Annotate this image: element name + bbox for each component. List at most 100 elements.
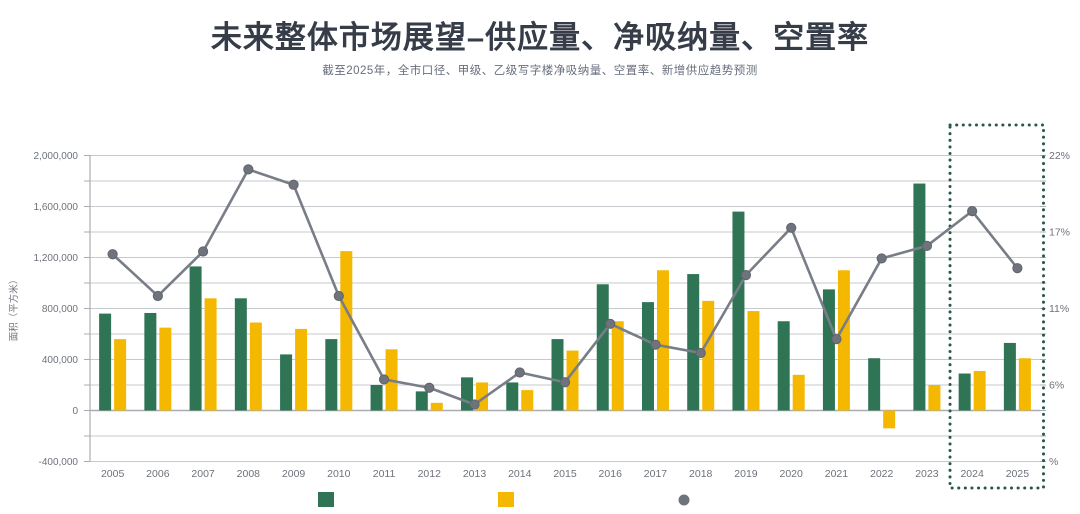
vacancy-marker-2017	[650, 339, 661, 350]
vacancy-marker-2016	[605, 318, 616, 329]
bar-supply-2015	[551, 339, 564, 411]
x-axis-label-2016: 2016	[599, 468, 623, 480]
vacancy-marker-2006	[152, 290, 163, 302]
left-axis-label: 1,200,000	[34, 253, 79, 264]
bar-net-absorption-2009	[295, 328, 308, 411]
bar-supply-2005	[99, 313, 112, 411]
left-axis-label: 0	[72, 406, 78, 417]
vacancy-marker-2009	[288, 179, 299, 190]
bar-net-absorption-2022	[883, 410, 896, 429]
x-axis-label-2013: 2013	[463, 468, 487, 480]
bar-net-absorption-2019	[747, 311, 760, 411]
bar-net-absorption-2023	[928, 385, 941, 411]
x-axis-label-2022: 2022	[870, 468, 894, 480]
vacancy-marker-2014	[514, 367, 525, 378]
x-axis-label-2024: 2024	[960, 468, 984, 480]
vacancy-marker-2018	[695, 347, 706, 359]
vacancy-marker-2025	[1012, 263, 1023, 274]
x-axis-label-2018: 2018	[689, 468, 713, 480]
bar-supply-2018	[687, 274, 700, 411]
bar-supply-2023	[913, 183, 926, 411]
bar-supply-2024	[958, 373, 971, 411]
right-axis-label: 6%	[1049, 380, 1064, 392]
x-axis-label-2010: 2010	[327, 468, 351, 480]
bar-supply-2016	[596, 284, 609, 411]
vacancy-marker-2015	[559, 377, 571, 388]
vacancy-line	[111, 168, 1019, 406]
bar-supply-2007	[189, 266, 202, 411]
vacancy-marker-2013	[469, 399, 480, 410]
bar-net-absorption-2016	[611, 321, 624, 411]
vacancy-marker-2010	[333, 290, 344, 302]
x-axis-label-2017: 2017	[644, 468, 668, 480]
vacancy-marker-2011	[378, 374, 390, 385]
bar-net-absorption-2018	[702, 300, 715, 411]
bar-net-absorption-2006	[159, 327, 172, 411]
bar-net-absorption-2014	[521, 390, 534, 411]
bar-supply-2012	[415, 391, 428, 411]
x-axis-label-2009: 2009	[282, 468, 306, 480]
bar-net-absorption-2025	[1018, 358, 1031, 411]
vacancy-marker-2022	[876, 253, 887, 264]
x-axis-label-2023: 2023	[915, 468, 939, 480]
bar-supply-2025	[1003, 342, 1016, 411]
left-axis-label: 800,000	[42, 304, 79, 315]
bar-supply-2014	[506, 382, 519, 411]
legend-swatch-supply	[318, 492, 334, 507]
bar-supply-2006	[144, 312, 157, 411]
vacancy-marker-2023	[921, 240, 933, 252]
bar-net-absorption-2015	[566, 350, 579, 411]
legend-swatch-net-absorption	[498, 492, 514, 507]
bar-supply-2010	[325, 339, 338, 411]
bar-supply-2017	[641, 302, 654, 411]
vacancy-marker-2007	[197, 246, 209, 257]
right-axis-label: 11%	[1049, 303, 1069, 315]
vacancy-marker-2008	[243, 164, 254, 175]
forecast-box	[948, 123, 1045, 490]
vacancy-marker-2021	[831, 334, 842, 345]
bar-supply-2009	[280, 354, 293, 411]
right-axis-label: 17%	[1049, 227, 1070, 239]
chart-title: 未来整体市场展望–供应量、净吸纳量、空置率	[210, 20, 870, 55]
x-axis-label-2012: 2012	[418, 468, 442, 480]
bar-net-absorption-2012	[430, 402, 443, 411]
x-axis-label-2006: 2006	[146, 468, 170, 480]
bar-net-absorption-2008	[249, 322, 262, 411]
vacancy-marker-2012	[424, 382, 435, 393]
bar-net-absorption-2020	[792, 374, 805, 411]
x-axis-label-2020: 2020	[780, 468, 804, 480]
bar-supply-2011	[370, 385, 383, 411]
x-axis-label-2011: 2011	[373, 468, 396, 480]
x-axis-label-2019: 2019	[734, 468, 758, 480]
left-axis-title: 面积（平方米）	[8, 275, 20, 342]
chart-subtitle: 截至2025年，全市口径、甲级、乙级写字楼净吸纳量、空置率、新增供应趋势预测	[322, 65, 758, 77]
left-axis-label: 1,600,000	[34, 202, 79, 213]
vacancy-marker-2005	[107, 249, 118, 260]
legend-swatch-vacancy-rate	[678, 494, 690, 506]
vacancy-marker-2020	[786, 222, 797, 233]
bar-supply-2021	[822, 289, 835, 411]
left-axis-label: -400,000	[39, 457, 79, 468]
right-axis-label: %	[1049, 456, 1058, 468]
bar-supply-2008	[234, 298, 247, 411]
x-axis-label-2021: 2021	[825, 468, 849, 480]
x-axis-label-2008: 2008	[237, 468, 261, 480]
left-axis-label: 2,000,000	[34, 151, 79, 162]
bar-supply-2022	[868, 358, 881, 411]
vacancy-marker-2024	[967, 206, 978, 217]
x-axis-label-2005: 2005	[101, 468, 125, 480]
x-axis-label-2007: 2007	[191, 468, 215, 480]
bar-net-absorption-2005	[114, 339, 127, 411]
x-axis-label-2025: 2025	[1006, 468, 1030, 480]
vacancy-marker-2019	[740, 270, 752, 281]
bar-supply-2020	[777, 321, 790, 411]
bar-net-absorption-2021	[837, 270, 850, 411]
bar-supply-2019	[732, 211, 745, 411]
x-axis-label-2014: 2014	[508, 468, 532, 480]
bar-net-absorption-2024	[973, 370, 986, 411]
x-axis-label-2015: 2015	[553, 468, 577, 480]
bar-net-absorption-2007	[204, 298, 217, 411]
right-axis-label: 22%	[1049, 150, 1070, 162]
